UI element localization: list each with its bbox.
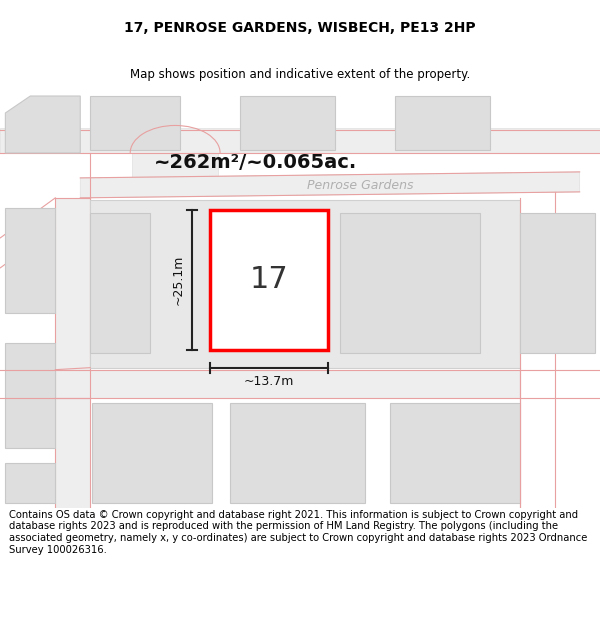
Bar [520,213,595,352]
Bar [92,402,212,502]
Text: 17, PENROSE GARDENS, WISBECH, PE13 2HP: 17, PENROSE GARDENS, WISBECH, PE13 2HP [124,21,476,35]
Bar [90,200,520,368]
Bar [210,210,328,350]
Text: ~13.7m: ~13.7m [244,374,294,388]
Bar [5,342,55,447]
Text: Contains OS data © Crown copyright and database right 2021. This information is : Contains OS data © Crown copyright and d… [9,510,587,554]
Bar [340,213,480,352]
Text: ~25.1m: ~25.1m [171,254,184,305]
Text: Penrose Gardens: Penrose Gardens [307,179,413,192]
Bar [230,402,365,502]
Polygon shape [5,96,80,153]
Bar [90,369,520,398]
Bar [90,96,180,150]
Bar [1,128,599,153]
Bar [90,213,150,352]
Bar [5,208,55,312]
Polygon shape [132,153,218,183]
Text: 17: 17 [250,265,289,294]
Bar [390,402,520,502]
Text: ~262m²/~0.065ac.: ~262m²/~0.065ac. [154,153,356,173]
Bar [5,462,55,503]
Bar [395,96,490,150]
Polygon shape [80,172,580,198]
Text: Map shows position and indicative extent of the property.: Map shows position and indicative extent… [130,68,470,81]
Polygon shape [55,198,90,508]
Bar [240,96,335,150]
